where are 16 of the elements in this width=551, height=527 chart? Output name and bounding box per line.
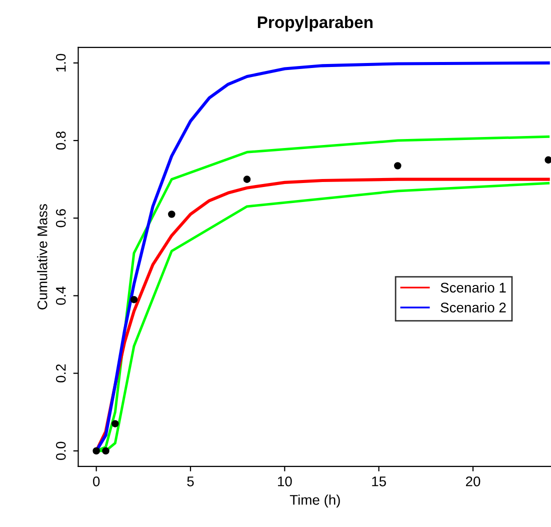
y-tick-label: 0.8 xyxy=(56,131,66,150)
legend-label: Scenario 2 xyxy=(440,302,506,312)
y-tick-label: 0.2 xyxy=(56,364,66,382)
legend-label: Scenario 1 xyxy=(440,282,506,293)
y-axis-title: Cumulative Mass xyxy=(37,204,48,310)
y-tick-label: 1.0 xyxy=(56,54,66,72)
x-tick-label: 0 xyxy=(93,476,100,486)
x-tick-label: 10 xyxy=(278,476,292,486)
x-tick-label: 15 xyxy=(372,476,386,486)
chart-title: Propylparaben xyxy=(258,16,372,32)
y-tick-label: 0.0 xyxy=(56,442,66,460)
x-tick-label: 20 xyxy=(466,476,480,486)
x-tick-label: 5 xyxy=(187,476,194,486)
x-axis-title: Time (h) xyxy=(290,494,340,508)
y-tick-label: 0.4 xyxy=(56,286,66,305)
y-tick-label: 0.6 xyxy=(56,209,66,228)
